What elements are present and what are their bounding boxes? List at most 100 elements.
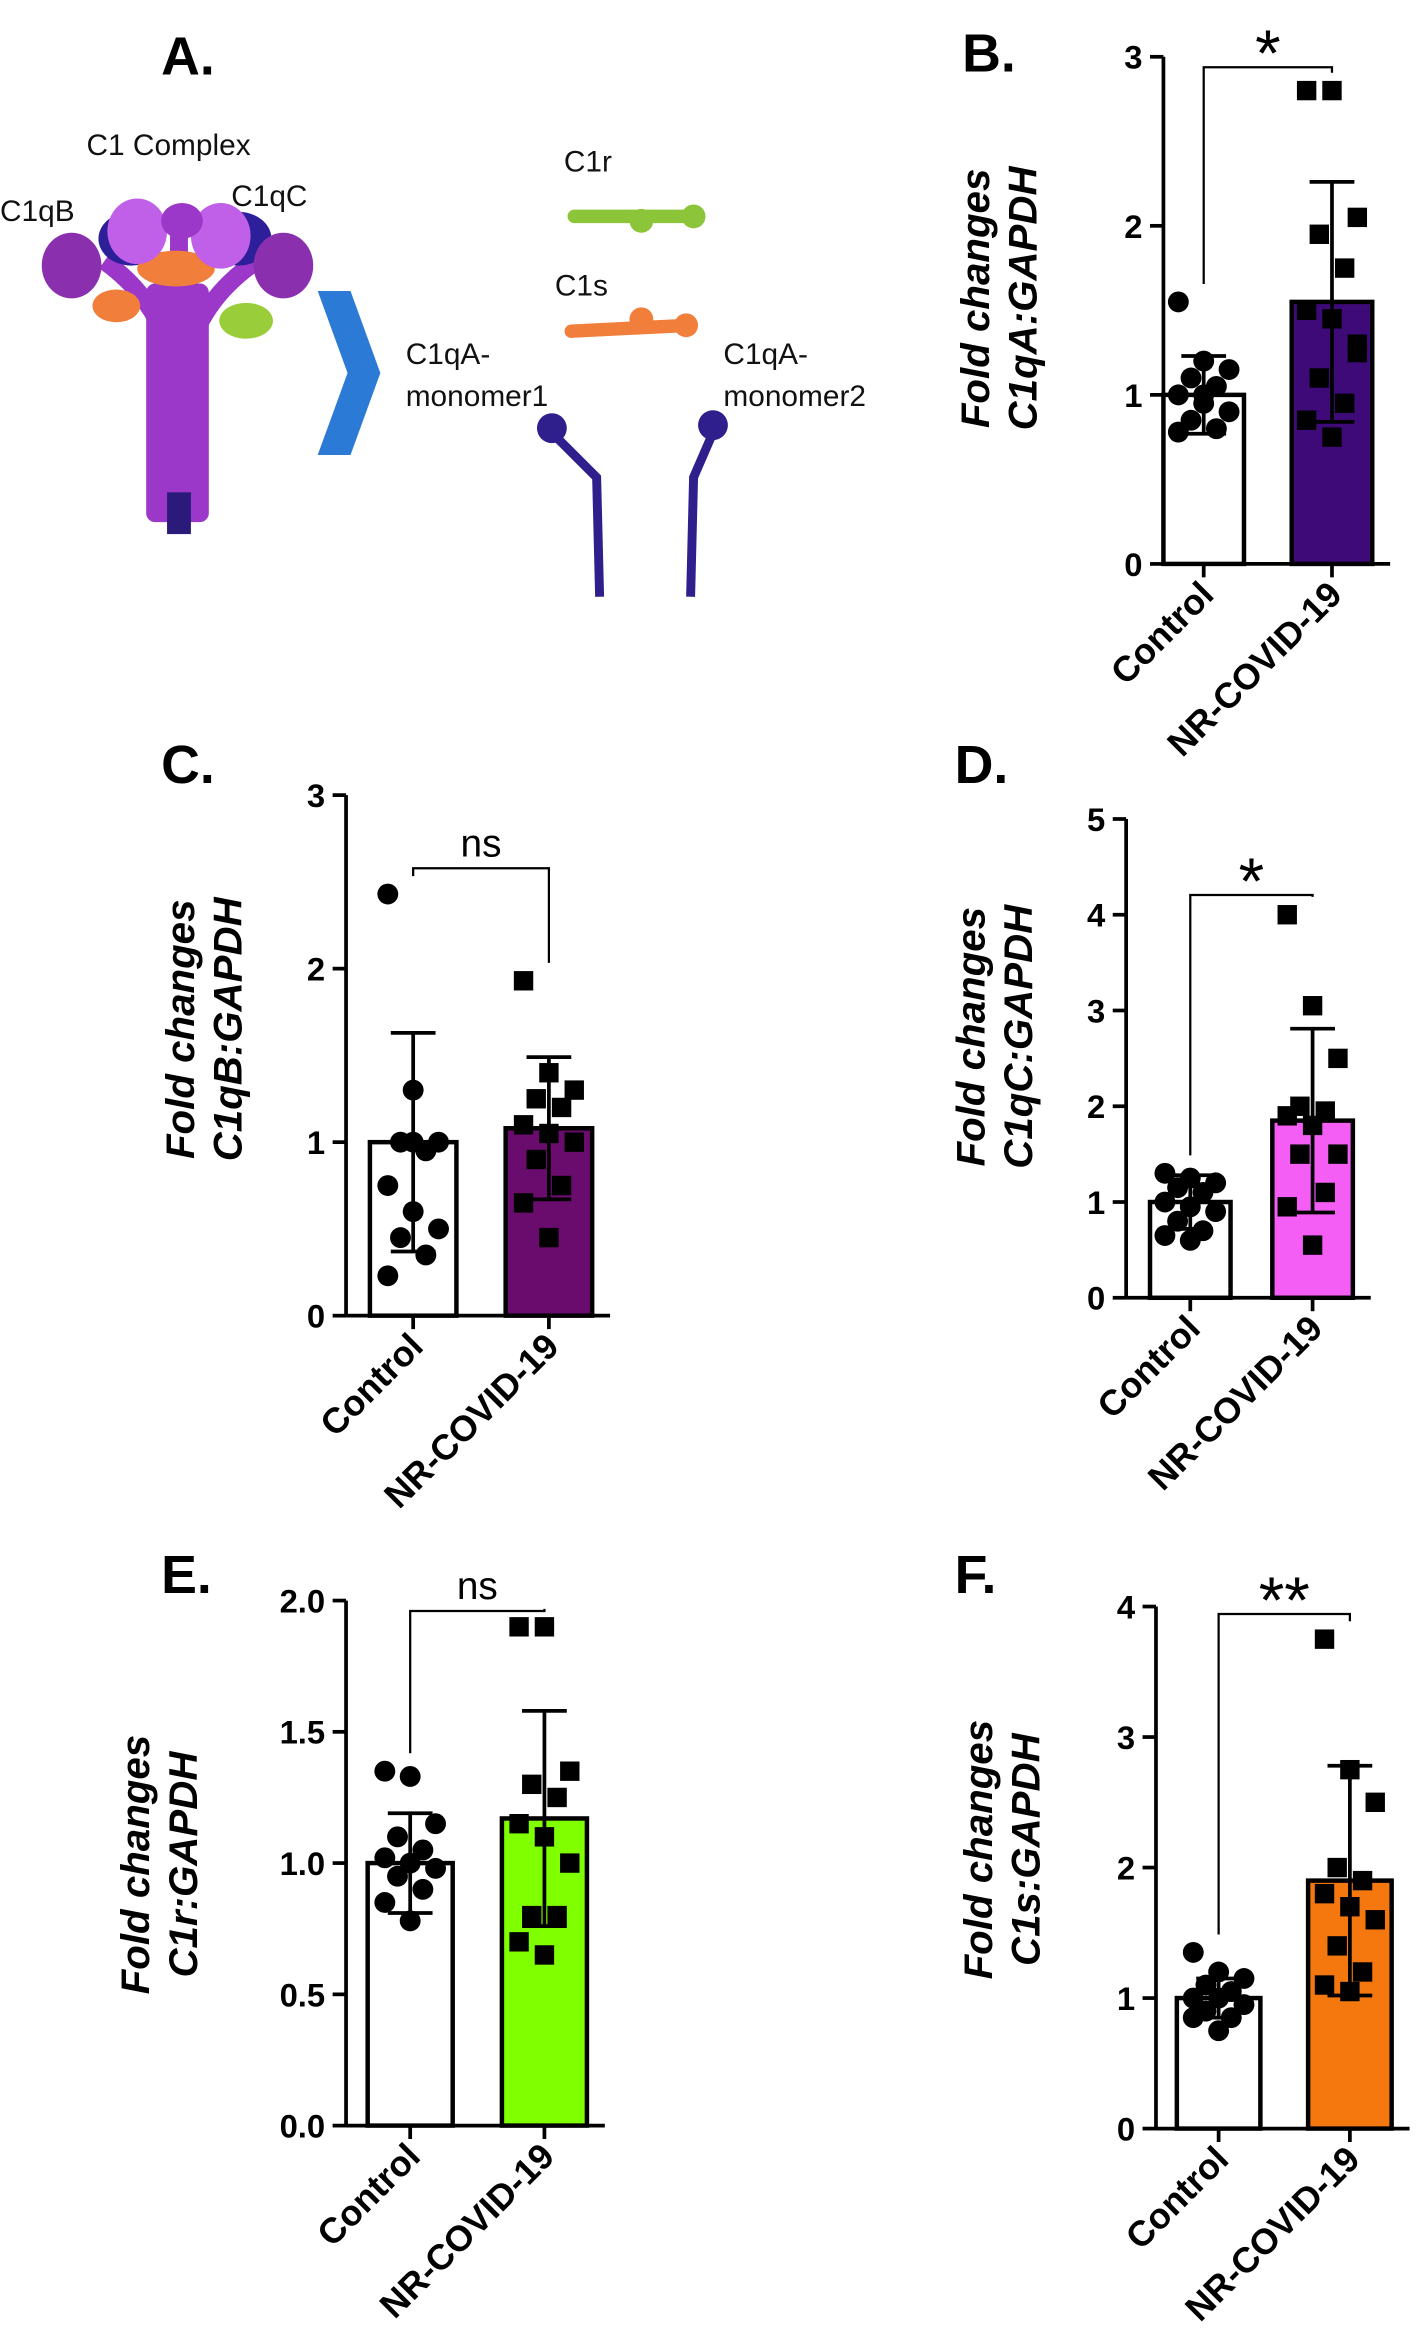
y-axis-label: Fold changes <box>113 1735 158 1995</box>
data-point <box>1205 1201 1227 1223</box>
data-point <box>1193 384 1215 406</box>
data-point <box>1309 368 1329 388</box>
data-point <box>564 1132 584 1152</box>
x-tick-label: Control <box>313 1326 431 1444</box>
data-point <box>1179 1196 1201 1218</box>
data-point <box>1220 2007 1242 2029</box>
data-point <box>513 1115 534 1135</box>
diagram-label: monomer2 <box>723 380 866 413</box>
data-point <box>534 1827 555 1847</box>
panel-label: D. <box>955 735 1009 795</box>
data-point <box>539 1063 559 1083</box>
significance-bracket <box>1202 66 1334 284</box>
data-point <box>399 1910 421 1932</box>
data-point <box>1192 1181 1214 1203</box>
data-point <box>374 1760 396 1782</box>
c1s-icon <box>564 318 696 338</box>
data-point <box>539 1227 559 1248</box>
data-point <box>1182 1941 1204 1963</box>
data-point <box>1328 1144 1348 1164</box>
data-point <box>402 1131 424 1153</box>
y-tick-label: 1 <box>1124 377 1142 414</box>
y-tick-label: 1 <box>1087 1184 1105 1221</box>
y-tick-label: 1.5 <box>280 1714 326 1751</box>
significance-bracket <box>1189 893 1314 1156</box>
c1-complex-icon <box>41 198 314 535</box>
data-point <box>1195 1974 1217 1996</box>
diagram-label: C1qA- <box>723 338 808 371</box>
significance-bracket <box>1217 1612 1351 1935</box>
data-point <box>513 971 534 991</box>
y-tick-label: 3 <box>1124 39 1142 76</box>
y-tick-label: 4 <box>1087 897 1106 934</box>
panel-label: C. <box>161 735 215 795</box>
diagram-label: C1qB <box>0 195 75 228</box>
y-tick-label: 0 <box>1117 2111 1135 2148</box>
y-tick-label: 2 <box>1117 1849 1135 1886</box>
x-tick-label: Control <box>1118 2139 1236 2257</box>
data-point <box>526 1149 546 1170</box>
data-point <box>1182 2007 1204 2029</box>
data-point <box>1296 80 1317 101</box>
data-point <box>551 1097 572 1118</box>
y-tick-label: 1.0 <box>280 1845 326 1882</box>
data-point <box>1193 350 1215 372</box>
x-tick-label: Control <box>310 2136 428 2254</box>
y-axis-label: Fold changes <box>953 169 998 429</box>
diagram-label: C1r <box>564 146 612 179</box>
significance-label: * <box>1255 17 1281 90</box>
y-tick-label: 0.0 <box>280 2108 326 2145</box>
data-point <box>1322 309 1342 329</box>
data-point <box>374 1892 396 1913</box>
data-point <box>1179 1229 1201 1251</box>
y-tick-label: 2 <box>307 951 325 988</box>
data-point <box>560 1761 580 1781</box>
data-point <box>390 1227 411 1249</box>
data-point <box>509 1617 529 1637</box>
y-axis-label: Fold changes <box>948 907 993 1167</box>
panel-label: A. <box>161 27 215 87</box>
data-point <box>1154 1225 1176 1246</box>
data-point <box>1296 300 1317 321</box>
panel-label: E. <box>161 1545 212 1605</box>
data-point <box>1340 1981 1360 2002</box>
y-tick-label: 0 <box>1087 1280 1105 1317</box>
data-point <box>1334 393 1355 414</box>
data-point <box>1365 1792 1385 1812</box>
data-point <box>1208 1961 1230 1983</box>
data-point <box>1208 1987 1230 2009</box>
data-point <box>425 1813 446 1835</box>
data-point <box>1154 1191 1176 1213</box>
y-tick-label: 5 <box>1087 801 1105 838</box>
data-point <box>412 1839 434 1861</box>
y-tick-label: 0 <box>1124 546 1142 583</box>
data-point <box>1180 367 1202 389</box>
data-point <box>1218 401 1240 423</box>
significance-label: ns <box>461 822 502 865</box>
y-axis-label: Fold changes <box>158 900 203 1160</box>
data-point <box>1182 1987 1204 2009</box>
y-tick-label: 2.0 <box>280 1582 326 1619</box>
y-tick-label: 1 <box>307 1124 325 1161</box>
monomer-icon <box>548 429 605 597</box>
data-point <box>1365 1910 1385 1930</box>
significance-label: ** <box>1259 1564 1310 1637</box>
data-point <box>1352 1870 1373 1891</box>
data-point <box>1167 1210 1189 1232</box>
data-point <box>1334 258 1355 278</box>
data-point <box>1315 1182 1335 1203</box>
y-tick-label: 2 <box>1124 208 1142 245</box>
data-point <box>377 883 399 905</box>
data-point <box>1302 1115 1323 1136</box>
data-point <box>522 1774 542 1795</box>
y-axis-label: C1s:GAPDH <box>1004 1732 1049 1966</box>
data-point <box>428 1218 449 1240</box>
y-axis-label: C1r:GAPDH <box>161 1751 206 1978</box>
data-point <box>1205 418 1227 440</box>
data-point <box>551 1175 572 1196</box>
diagram-label: C1 Complex <box>87 129 251 162</box>
data-point <box>377 1265 399 1287</box>
data-point <box>509 1932 529 1952</box>
